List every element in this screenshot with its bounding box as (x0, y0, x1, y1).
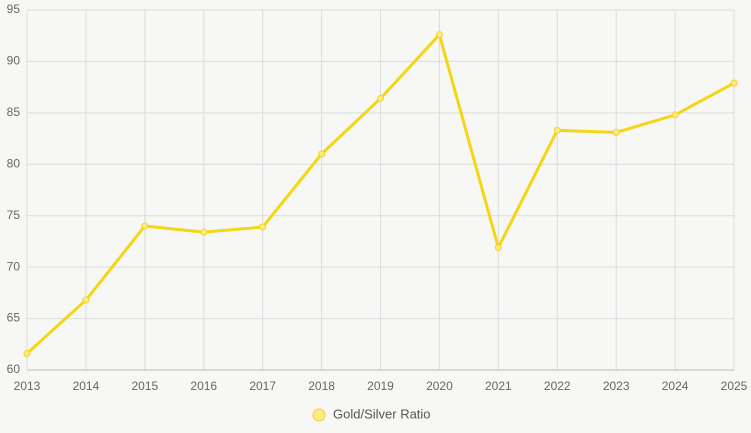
x-tick-label: 2021 (485, 379, 512, 393)
point (141, 222, 149, 230)
point (671, 111, 679, 119)
legend-label: Gold/Silver Ratio (333, 406, 431, 421)
point (494, 244, 502, 252)
x-tick-label: 2018 (308, 379, 335, 393)
x-tick-label: 2016 (190, 379, 217, 393)
point (23, 350, 31, 358)
y-tick-label: 70 (7, 259, 21, 273)
point (612, 128, 620, 136)
legend: Gold/Silver Ratio (312, 406, 431, 422)
point (259, 223, 267, 231)
x-tick-label: 2023 (603, 379, 630, 393)
x-tick-label: 2015 (131, 379, 158, 393)
y-tick-label: 75 (7, 208, 21, 222)
legend-marker (312, 408, 326, 422)
point (82, 296, 90, 304)
point (435, 31, 443, 39)
x-tick-label: 2024 (662, 379, 689, 393)
y-tick-label: 60 (7, 362, 21, 376)
x-tick-label: 2020 (426, 379, 453, 393)
y-tick-label: 85 (7, 105, 21, 119)
x-tick-label: 2013 (14, 379, 41, 393)
y-tick-label: 90 (7, 54, 21, 68)
point (318, 150, 326, 158)
point (553, 126, 561, 134)
y-tick-label: 95 (7, 2, 21, 16)
x-tick-label: 2025 (721, 379, 748, 393)
x-tick-label: 2022 (544, 379, 571, 393)
point (730, 79, 738, 87)
x-tick-label: 2017 (249, 379, 276, 393)
point (200, 228, 208, 236)
y-tick-label: 80 (7, 156, 21, 170)
x-tick-label: 2014 (73, 379, 100, 393)
y-tick-label: 65 (7, 311, 21, 325)
x-tick-label: 2019 (367, 379, 394, 393)
point (377, 94, 384, 102)
